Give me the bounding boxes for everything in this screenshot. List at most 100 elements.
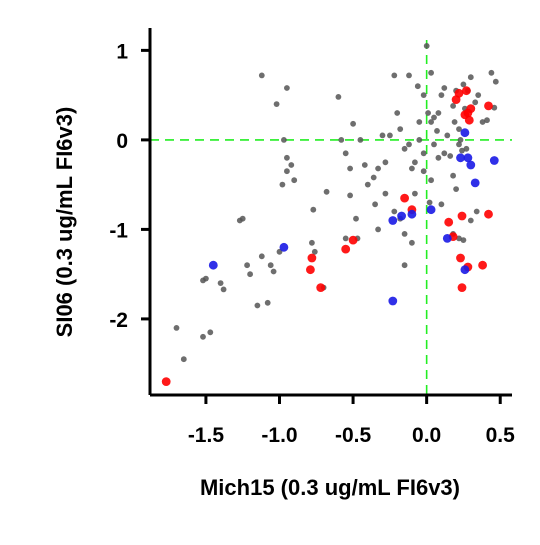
data-point bbox=[406, 72, 412, 79]
y-tick-label: -2 bbox=[109, 309, 128, 332]
data-point bbox=[472, 99, 479, 106]
data-point bbox=[401, 145, 408, 152]
data-point bbox=[409, 165, 415, 172]
data-point bbox=[464, 115, 474, 125]
data-point bbox=[470, 178, 480, 188]
data-point bbox=[370, 174, 377, 181]
data-point bbox=[489, 156, 499, 165]
x-ticks: -1.5 -1.0 -0.5 0.0 0.5 bbox=[188, 395, 515, 447]
data-point bbox=[431, 114, 437, 121]
data-point bbox=[217, 280, 224, 286]
data-point bbox=[379, 132, 386, 139]
data-point bbox=[475, 92, 482, 98]
data-point bbox=[407, 209, 417, 219]
data-point bbox=[347, 165, 353, 172]
data-point bbox=[460, 237, 467, 244]
data-point bbox=[401, 231, 408, 237]
data-point bbox=[460, 128, 470, 138]
data-point bbox=[462, 86, 471, 96]
data-point bbox=[435, 154, 442, 161]
data-point bbox=[428, 119, 434, 125]
data-point bbox=[335, 94, 342, 100]
data-point bbox=[375, 165, 381, 172]
data-point bbox=[288, 162, 295, 168]
data-point bbox=[451, 119, 458, 125]
y-tick-label: -1 bbox=[109, 219, 128, 242]
data-point bbox=[382, 159, 389, 166]
data-point bbox=[426, 205, 436, 215]
data-point bbox=[382, 190, 389, 197]
data-point bbox=[456, 153, 465, 163]
data-point bbox=[438, 201, 445, 208]
data-point bbox=[291, 177, 298, 184]
data-point bbox=[203, 275, 209, 282]
data-point bbox=[350, 120, 356, 127]
data-point bbox=[484, 117, 490, 124]
data-point bbox=[173, 325, 180, 331]
y-tick-label: 1 bbox=[116, 40, 128, 63]
data-points bbox=[161, 43, 499, 386]
data-point bbox=[270, 268, 277, 275]
data-point bbox=[444, 132, 451, 139]
data-point bbox=[420, 150, 427, 157]
data-point bbox=[391, 208, 398, 215]
data-point bbox=[180, 356, 187, 363]
data-point bbox=[441, 85, 448, 91]
data-point bbox=[416, 119, 423, 125]
data-point bbox=[412, 159, 418, 166]
data-point bbox=[281, 137, 287, 143]
data-point bbox=[338, 137, 345, 143]
x-tick-label: -1.0 bbox=[261, 424, 297, 447]
data-point bbox=[401, 262, 408, 269]
data-point bbox=[428, 69, 434, 76]
data-point bbox=[467, 74, 474, 81]
data-point bbox=[342, 150, 349, 157]
data-point bbox=[341, 244, 351, 254]
data-point bbox=[406, 141, 412, 148]
data-point bbox=[264, 299, 271, 306]
data-point bbox=[387, 132, 393, 139]
data-point bbox=[456, 141, 462, 148]
data-point bbox=[388, 216, 398, 225]
data-point bbox=[420, 92, 427, 98]
data-point bbox=[444, 217, 454, 227]
data-point bbox=[479, 119, 486, 125]
data-point bbox=[456, 235, 462, 242]
data-point bbox=[473, 208, 480, 215]
data-point bbox=[425, 110, 431, 116]
data-point bbox=[273, 101, 280, 107]
data-point bbox=[428, 177, 434, 184]
data-point bbox=[457, 137, 464, 143]
data-point bbox=[420, 168, 427, 175]
data-point bbox=[347, 192, 353, 199]
data-point bbox=[484, 101, 493, 111]
data-point bbox=[414, 83, 421, 90]
data-point bbox=[456, 253, 465, 263]
data-point bbox=[397, 211, 406, 221]
data-point bbox=[492, 78, 499, 85]
data-point bbox=[306, 265, 315, 275]
y-tick-label: 0 bbox=[116, 130, 128, 153]
data-point bbox=[460, 265, 470, 275]
y-ticks: -2 -1 0 1 bbox=[109, 40, 150, 332]
data-point bbox=[447, 153, 454, 159]
data-point bbox=[353, 215, 359, 222]
data-point bbox=[244, 262, 251, 269]
data-point bbox=[310, 206, 317, 213]
data-point bbox=[161, 377, 171, 386]
data-point bbox=[372, 201, 378, 208]
data-point bbox=[409, 239, 415, 246]
data-point bbox=[361, 162, 368, 168]
data-point bbox=[254, 302, 261, 309]
data-point bbox=[397, 126, 404, 132]
data-point bbox=[457, 211, 467, 221]
data-point bbox=[466, 160, 476, 170]
data-point bbox=[463, 153, 473, 163]
data-point bbox=[307, 253, 317, 263]
data-point bbox=[442, 234, 452, 243]
data-point bbox=[391, 72, 398, 79]
data-point bbox=[207, 329, 214, 336]
data-point bbox=[459, 147, 465, 154]
data-point bbox=[284, 168, 290, 175]
